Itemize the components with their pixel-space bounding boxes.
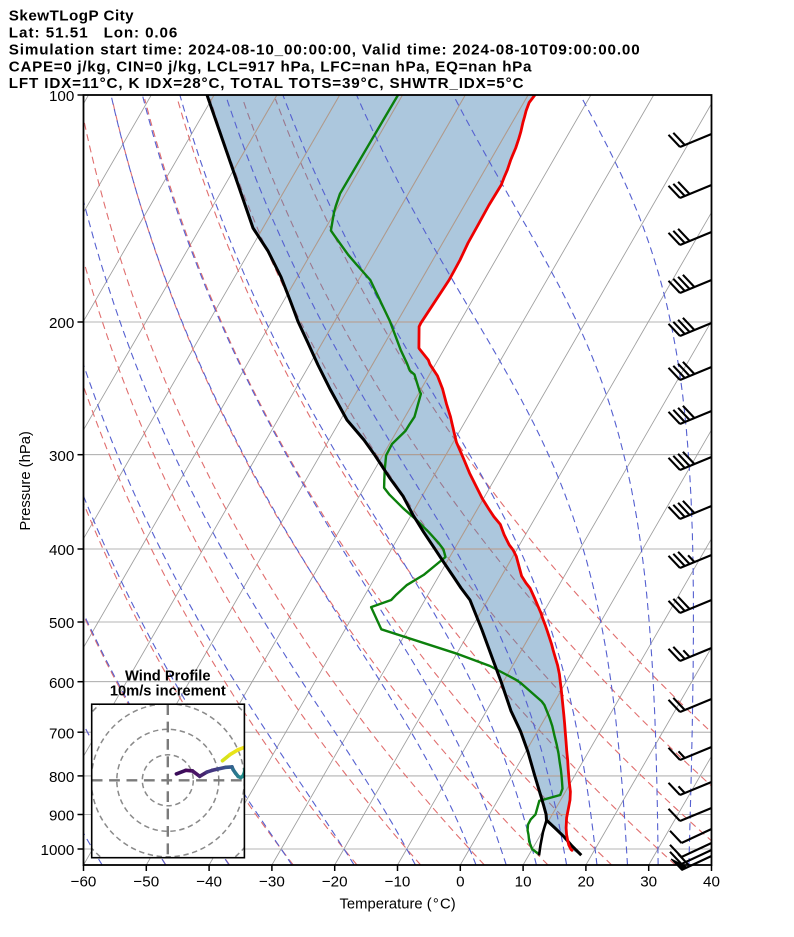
svg-text:0: 0	[456, 874, 464, 891]
svg-text:100: 100	[49, 88, 74, 105]
svg-text:−60: −60	[71, 874, 97, 891]
svg-text:10m/s increment: 10m/s increment	[110, 684, 226, 700]
svg-text:10: 10	[515, 874, 532, 891]
svg-text:−50: −50	[133, 874, 159, 891]
svg-text:400: 400	[49, 542, 74, 559]
svg-text:500: 500	[49, 615, 74, 632]
svg-text:20: 20	[577, 874, 594, 891]
svg-text:−10: −10	[385, 874, 411, 891]
svg-text:300: 300	[49, 448, 74, 465]
svg-text:Lon: 0.06: Lon: 0.06	[104, 24, 179, 41]
svg-text:−20: −20	[322, 874, 348, 891]
svg-text:Pressure (hPa): Pressure (hPa)	[18, 431, 34, 531]
svg-text:CAPE=0 j/kg, CIN=0 j/kg, LCL=9: CAPE=0 j/kg, CIN=0 j/kg, LCL=917 hPa, LF…	[9, 58, 532, 75]
svg-text:700: 700	[49, 725, 74, 742]
svg-text:LFT IDX=11°C, K IDX=28°C, TOTA: LFT IDX=11°C, K IDX=28°C, TOTAL TOTS=39°…	[9, 75, 525, 92]
svg-text:Simulation start time: 2024-08: Simulation start time: 2024-08-10_00:00:…	[9, 41, 641, 58]
svg-text:1000: 1000	[41, 842, 75, 859]
svg-text:200: 200	[49, 315, 74, 332]
svg-text:900: 900	[49, 808, 74, 825]
svg-text:Wind Profile: Wind Profile	[125, 669, 211, 685]
svg-text:−40: −40	[196, 874, 222, 891]
svg-text:800: 800	[49, 769, 74, 786]
svg-text:SkewTLogP City: SkewTLogP City	[9, 8, 134, 25]
svg-text:40: 40	[703, 874, 720, 891]
svg-text:Temperature ( ° C): Temperature ( ° C)	[340, 896, 456, 912]
svg-text:600: 600	[49, 675, 74, 692]
svg-text:Lat: 51.51: Lat: 51.51	[9, 24, 89, 41]
svg-text:30: 30	[640, 874, 657, 891]
svg-text:−30: −30	[259, 874, 285, 891]
